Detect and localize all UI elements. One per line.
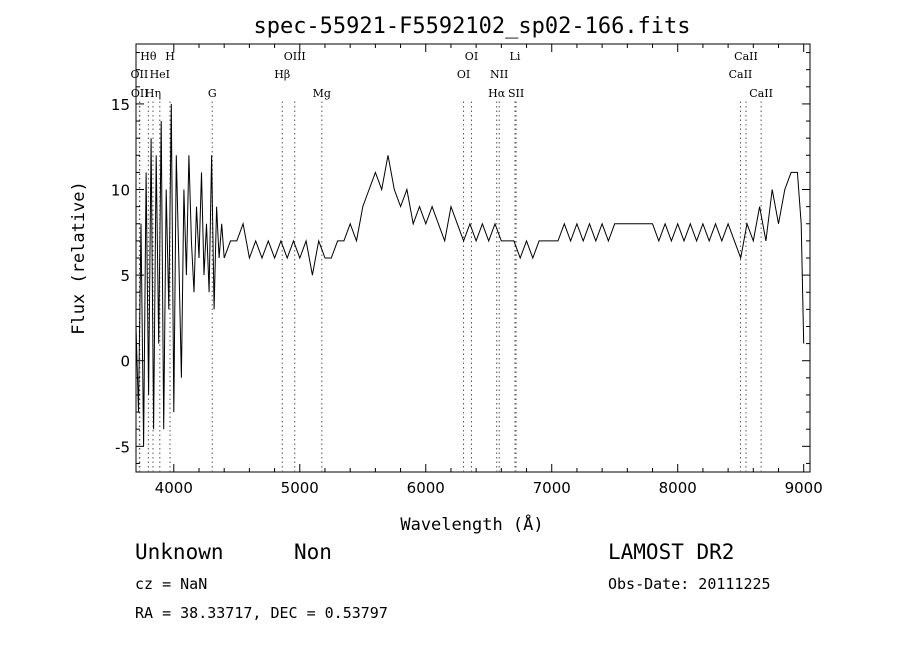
y-tick-label: 5	[120, 267, 130, 285]
x-tick-label: 6000	[407, 479, 445, 497]
x-tick-label: 5000	[281, 479, 319, 497]
spectral-line-label: SII	[508, 87, 524, 100]
spectral-line-label: OII	[131, 87, 149, 100]
spectral-line-label: CaII	[729, 68, 753, 81]
x-tick-label: 7000	[533, 479, 571, 497]
observation-date: Obs-Date: 20111225	[608, 575, 771, 593]
spectral-line-label: G	[208, 87, 217, 100]
y-tick-label: -5	[115, 438, 130, 456]
spectrum-line	[135, 103, 805, 447]
y-tick-label: 10	[111, 182, 130, 200]
spectral-line-label: CaII	[749, 87, 773, 100]
chart-title: spec-55921-F5592102_sp02-166.fits	[253, 14, 690, 39]
spectral-line-label: OII	[131, 68, 149, 81]
y-axis-label: Flux (relative)	[69, 181, 89, 335]
object-class: Unknown	[135, 540, 224, 564]
object-subclass: Non	[294, 540, 332, 564]
spectral-line-label: OI	[457, 68, 470, 81]
survey-name: LAMOST DR2	[608, 540, 735, 564]
spectral-line-label: H	[165, 50, 175, 63]
spectral-line-label: Hα	[488, 87, 506, 100]
x-tick-label: 9000	[785, 479, 823, 497]
redshift-cz: cz = NaN	[135, 575, 208, 593]
x-tick-label: 4000	[155, 479, 193, 497]
spectral-line-label: OIII	[284, 50, 306, 63]
x-tick-label: 8000	[659, 479, 697, 497]
spectral-line-label: Hη	[145, 87, 161, 100]
spectral-line-label: CaII	[734, 50, 758, 63]
y-tick-label: 0	[120, 353, 130, 371]
spectral-line-label: Hθ	[140, 50, 157, 63]
spectral-line-label: HeI	[150, 68, 170, 81]
x-axis-label: Wavelength (Å)	[400, 513, 543, 535]
y-tick-label: 15	[111, 96, 130, 114]
spectral-line-label: NII	[490, 68, 508, 81]
ra-dec-coordinates: RA = 38.33717, DEC = 0.53797	[135, 604, 388, 622]
spectral-line-label: Hβ	[274, 68, 290, 81]
plot-frame	[135, 43, 811, 473]
spectral-line-label: OI	[465, 50, 478, 63]
spectral-line-label: Li	[510, 50, 521, 63]
spectral-line-label: Mg	[313, 87, 331, 100]
